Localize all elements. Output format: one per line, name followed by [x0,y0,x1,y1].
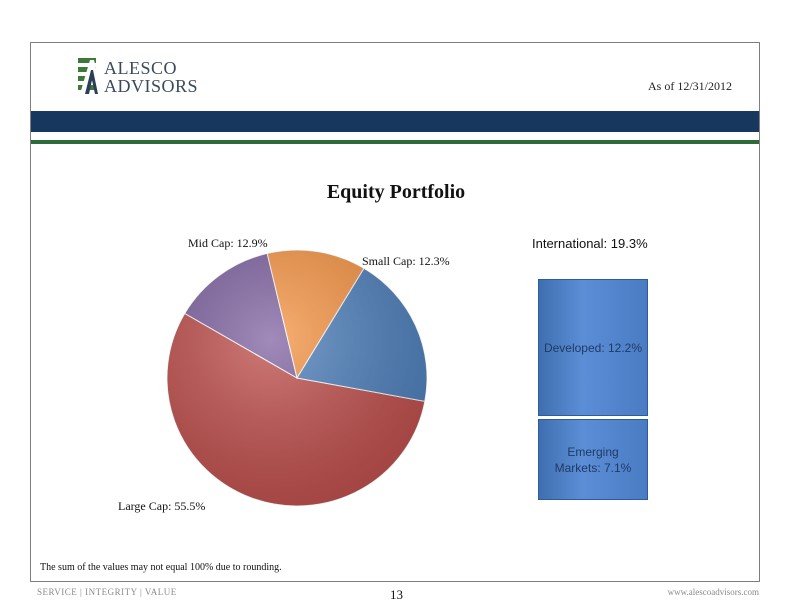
footer-tagline: SERVICE | INTEGRITY | VALUE [37,587,177,597]
emerging-label-line1: Emerging [567,444,619,459]
logo-word-alesco: ALESCO [104,58,178,78]
segment-developed-label: Developed: 12.2% [543,340,643,355]
equity-pie-chart [166,250,428,507]
logo-word-advisors: ADVISORS [104,76,199,96]
header-green-rule [31,140,759,144]
as-of-date: As of 12/31/2012 [648,79,732,93]
rounding-footnote: The sum of the values may not equal 100%… [40,562,282,573]
emerging-label-line2: Markets: 7.1% [554,460,632,475]
logo-mark-icon [78,58,102,94]
segment-emerging-markets: Emerging Markets: 7.1% [538,419,648,500]
label-small-cap: Small Cap: 12.3% [362,254,450,268]
label-mid-cap: Mid Cap: 12.9% [188,236,268,250]
company-logo: ALESCO ADVISORS [76,56,206,98]
international-stacked-bar: Developed: 12.2% Emerging Markets: 7.1% [538,279,648,500]
header-navy-bar [31,111,759,132]
segment-emerging-label: Emerging Markets: 7.1% [555,444,632,476]
international-label: International: 19.3% [532,236,648,251]
footer-website: www.alescoadvisors.com [667,587,759,597]
chart-title: Equity Portfolio [326,181,466,203]
page-number: 13 [390,587,403,602]
label-large-cap: Large Cap: 55.5% [118,499,206,513]
slide-frame [30,42,760,582]
segment-developed: Developed: 12.2% [538,279,648,416]
